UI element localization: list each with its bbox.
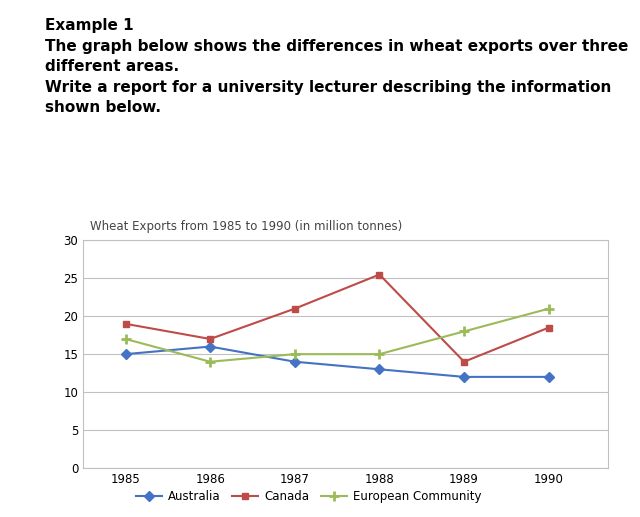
- Text: The graph below shows the differences in wheat exports over three
different area: The graph below shows the differences in…: [45, 39, 628, 73]
- Text: Wheat Exports from 1985 to 1990 (in million tonnes): Wheat Exports from 1985 to 1990 (in mill…: [90, 220, 402, 233]
- Text: Example 1: Example 1: [45, 18, 133, 33]
- Text: Write a report for a university lecturer describing the information
shown below.: Write a report for a university lecturer…: [45, 80, 611, 115]
- Legend: Australia, Canada, European Community: Australia, Canada, European Community: [131, 485, 486, 508]
